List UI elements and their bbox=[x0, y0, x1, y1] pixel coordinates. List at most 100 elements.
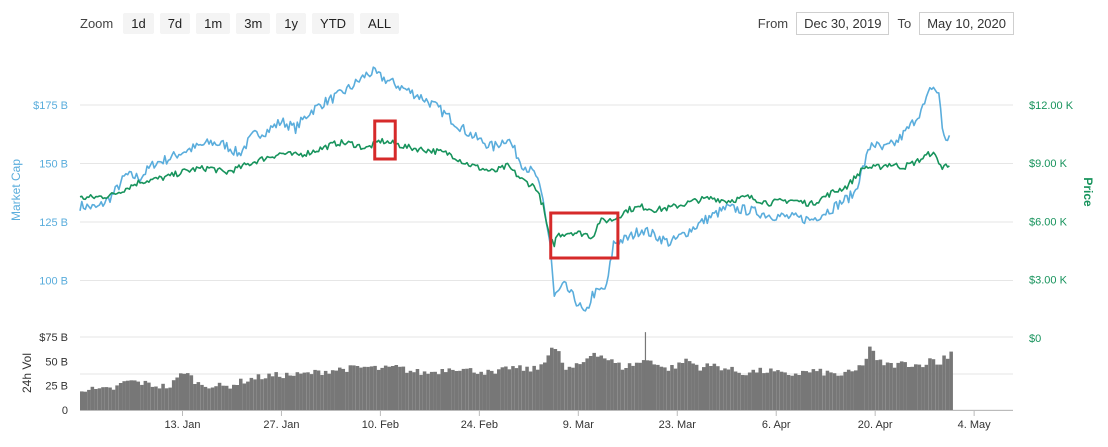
volume-bar bbox=[836, 375, 840, 410]
volume-bar bbox=[228, 388, 232, 410]
zoom-1m-button[interactable]: 1m bbox=[196, 12, 231, 34]
x-tick-label: 10. Feb bbox=[362, 419, 399, 431]
volume-bar bbox=[316, 370, 321, 410]
volume-bar bbox=[511, 366, 515, 410]
from-label: From bbox=[757, 16, 789, 31]
volume-bar bbox=[369, 366, 374, 410]
zoom-ytd-button[interactable]: YTD bbox=[312, 12, 355, 34]
volume-bar bbox=[945, 358, 950, 410]
volume-bar bbox=[429, 371, 434, 410]
volume-bar bbox=[391, 366, 395, 410]
volume-bar bbox=[825, 370, 830, 410]
highlight-box-mar bbox=[549, 211, 620, 260]
x-tick-label: 24. Feb bbox=[461, 419, 498, 431]
volume-bar bbox=[899, 361, 904, 410]
volume-bar bbox=[822, 375, 826, 410]
volume-bar bbox=[680, 363, 685, 410]
zoom-7d-button[interactable]: 7d bbox=[159, 12, 191, 34]
volume-bar bbox=[553, 349, 558, 410]
volume-bar bbox=[355, 366, 360, 410]
volume-bar bbox=[910, 366, 915, 410]
volume-bar bbox=[376, 369, 381, 410]
zoom-all-button[interactable]: ALL bbox=[360, 12, 400, 34]
volume-bar bbox=[444, 372, 448, 410]
volume-bar bbox=[525, 366, 529, 410]
volume-bar bbox=[875, 360, 879, 410]
volume-bar bbox=[808, 372, 812, 410]
volume-bar bbox=[440, 369, 445, 410]
volume-bar bbox=[179, 373, 183, 410]
volume-bar bbox=[843, 371, 847, 410]
volume-bar bbox=[433, 371, 437, 410]
volume-bar bbox=[196, 382, 201, 410]
to-label: To bbox=[897, 16, 912, 31]
volume-bar bbox=[475, 373, 480, 410]
x-tick-label: 13. Jan bbox=[164, 419, 200, 431]
volume-bar bbox=[740, 375, 745, 410]
volume-bar bbox=[242, 383, 247, 410]
volume-bar bbox=[387, 366, 392, 410]
volume-bar bbox=[539, 364, 543, 410]
volume-bar bbox=[892, 367, 897, 410]
x-tick-label: 9. Mar bbox=[563, 419, 595, 431]
volume-bar bbox=[818, 368, 823, 410]
volume-bar bbox=[405, 372, 409, 410]
volume-bar bbox=[779, 371, 784, 410]
volume-bar bbox=[790, 375, 794, 410]
volume-bar bbox=[634, 362, 639, 410]
volume-bar bbox=[274, 372, 278, 410]
volume-bar bbox=[663, 367, 667, 410]
price-tick-label: $12.00 K bbox=[1029, 100, 1074, 112]
highlight-box-feb bbox=[373, 119, 397, 161]
volume-bar bbox=[691, 363, 695, 410]
volume-bar bbox=[733, 371, 738, 410]
from-date-input[interactable]: Dec 30, 2019 bbox=[796, 12, 890, 35]
volume-bar bbox=[171, 380, 176, 410]
volume-bar bbox=[186, 373, 190, 410]
volume-bar bbox=[419, 374, 423, 410]
volume-bar bbox=[479, 371, 483, 410]
volume-bar bbox=[645, 360, 650, 410]
volume-bar bbox=[627, 363, 632, 410]
price-tick-label: $9.00 K bbox=[1029, 158, 1068, 170]
volume-bar bbox=[518, 365, 522, 410]
volume-bar bbox=[829, 372, 833, 410]
volume-bar bbox=[193, 384, 197, 410]
volume-bar bbox=[928, 358, 932, 410]
volume-bar bbox=[574, 363, 579, 410]
to-date-input[interactable]: May 10, 2020 bbox=[919, 12, 1014, 35]
volume-tick-label: 25 B bbox=[45, 381, 68, 393]
volume-bar bbox=[712, 363, 717, 410]
volume-bar bbox=[401, 366, 406, 410]
volume-bar bbox=[649, 360, 653, 410]
zoom-3m-button[interactable]: 3m bbox=[236, 12, 271, 34]
volume-bar bbox=[323, 370, 328, 410]
volume-bar bbox=[719, 370, 724, 410]
volume-bar bbox=[394, 365, 399, 410]
volume-bar bbox=[624, 368, 628, 410]
volume-bar bbox=[613, 363, 618, 410]
zoom-1y-button[interactable]: 1y bbox=[276, 12, 307, 34]
volume-bar bbox=[811, 369, 816, 410]
volume-bar bbox=[454, 371, 459, 410]
volume-bar bbox=[776, 370, 780, 410]
volume-bar bbox=[118, 383, 123, 410]
volume-bar bbox=[472, 372, 476, 410]
volume-bar bbox=[164, 388, 169, 410]
volume-bar bbox=[521, 370, 526, 410]
volume-bar bbox=[747, 372, 752, 410]
volume-bar bbox=[949, 351, 953, 410]
zoom-1d-button[interactable]: 1d bbox=[123, 12, 154, 34]
volume-bars bbox=[80, 346, 953, 410]
volume-bar bbox=[903, 362, 907, 410]
volume-bar bbox=[868, 346, 872, 410]
volume-bar bbox=[832, 373, 837, 410]
market-cap-tick-label: 150 B bbox=[39, 159, 68, 171]
volume-bar bbox=[97, 388, 102, 410]
price-axis-title: Price bbox=[1081, 177, 1095, 207]
price-tick-label: $6.00 K bbox=[1029, 216, 1068, 228]
market-cap-axis-title: Market Cap bbox=[9, 159, 23, 221]
volume-tick-label: 0 bbox=[62, 405, 68, 417]
volume-bar bbox=[921, 367, 925, 410]
